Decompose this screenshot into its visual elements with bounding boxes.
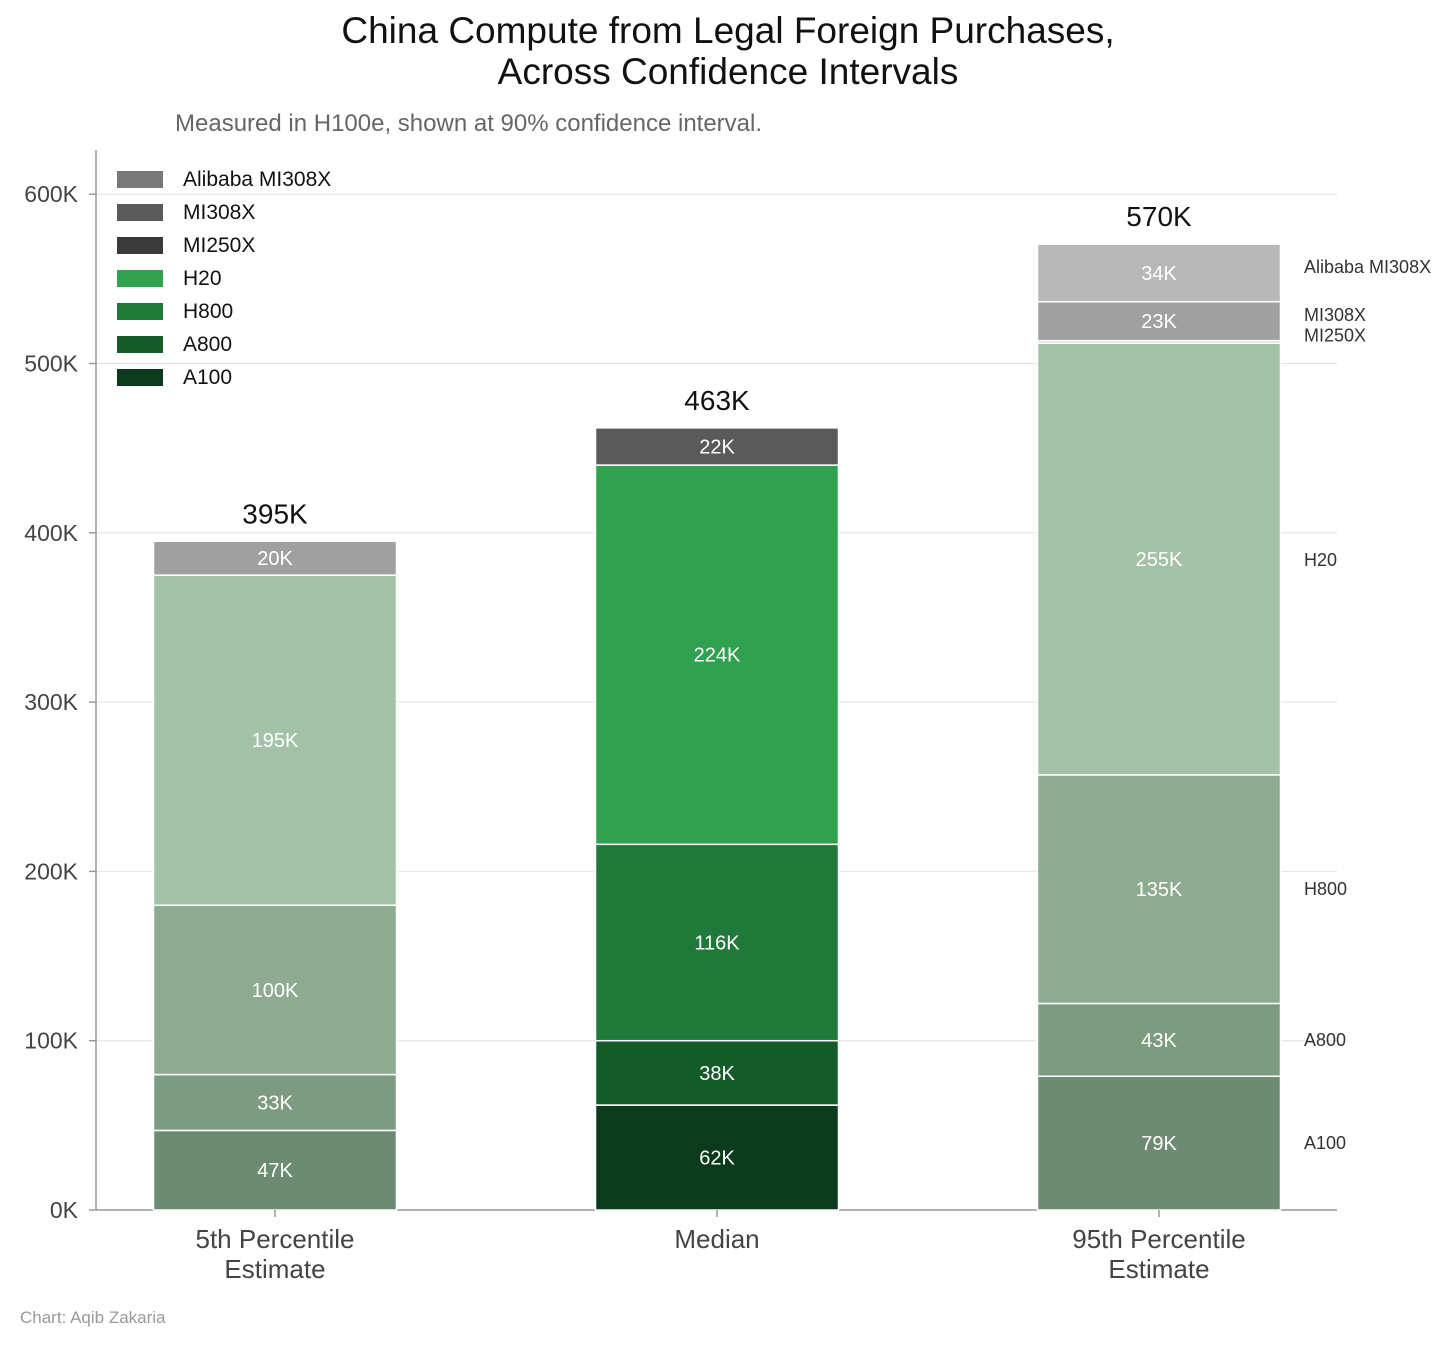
x-category-label: Median — [674, 1224, 759, 1254]
bar-segment — [1036, 1002, 1282, 1078]
legend-label: MI250X — [183, 234, 255, 257]
segment-value-label: 224K — [694, 645, 741, 667]
bar-segment — [1036, 300, 1282, 342]
bar-segment — [1036, 243, 1282, 303]
bar-total-label: 395K — [242, 498, 308, 529]
chart-subtitle: Measured in H100e, shown at 90% confiden… — [175, 110, 763, 137]
chart-title: China Compute from Legal Foreign Purchas… — [0, 10, 1456, 92]
legend-label: MI308X — [183, 201, 255, 224]
bar-segment — [152, 574, 398, 907]
right-series-label: A100 — [1304, 1133, 1346, 1153]
bar-segment — [1036, 1075, 1282, 1211]
legend-label: A100 — [183, 366, 232, 389]
legend-label: H20 — [183, 267, 222, 290]
bar-segment — [152, 1073, 398, 1132]
y-tick-label: 600K — [24, 181, 78, 207]
x-category-label: 5th Percentile — [196, 1224, 355, 1254]
legend-swatch — [117, 204, 163, 221]
x-category-label: 95th Percentile — [1072, 1224, 1245, 1254]
bar-segment — [594, 843, 840, 1042]
legend-swatch — [117, 369, 163, 386]
legend-swatch — [117, 237, 163, 254]
segment-value-label: 195K — [252, 730, 299, 752]
x-category-label: Estimate — [1108, 1254, 1209, 1284]
bar-segment — [594, 464, 840, 846]
legend-swatch — [117, 171, 163, 188]
segment-value-label: 23K — [1141, 311, 1177, 333]
bar-total-label: 463K — [684, 385, 750, 416]
segment-value-label: 100K — [252, 980, 299, 1002]
chart-credit: Chart: Aqib Zakaria — [20, 1308, 166, 1327]
segment-value-label: 20K — [257, 548, 293, 570]
bar-total-label: 570K — [1126, 201, 1192, 232]
y-tick-label: 500K — [24, 351, 78, 377]
segment-value-label: 47K — [257, 1160, 293, 1182]
y-tick-label: 100K — [24, 1028, 78, 1054]
y-tick-label: 400K — [24, 520, 78, 546]
right-series-label: MI308X — [1304, 305, 1366, 325]
legend-label: A800 — [183, 333, 232, 356]
chart-title-line-2: Across Confidence Intervals — [497, 51, 959, 92]
chart-title-line-1: China Compute from Legal Foreign Purchas… — [341, 10, 1115, 51]
segment-value-label: 38K — [699, 1063, 735, 1085]
segment-value-label: 135K — [1136, 879, 1183, 901]
bar-segment — [594, 1039, 840, 1106]
legend-swatch — [117, 270, 163, 287]
segment-value-label: 116K — [694, 933, 740, 955]
bar-segment — [152, 540, 398, 576]
bar-segment — [1036, 342, 1282, 776]
segment-value-label: 34K — [1141, 263, 1177, 285]
y-tick-label: 200K — [24, 858, 78, 884]
x-category-label: Estimate — [224, 1254, 325, 1284]
bar-segment — [594, 427, 840, 466]
bar-segment — [152, 904, 398, 1076]
segment-value-label: 22K — [699, 436, 735, 458]
y-tick-label: 0K — [50, 1197, 79, 1223]
legend-swatch — [117, 303, 163, 320]
right-series-label: MI250X — [1304, 326, 1366, 346]
legend-label: H800 — [183, 300, 233, 323]
right-series-label: Alibaba MI308X — [1304, 257, 1431, 277]
legend-label: Alibaba MI308X — [183, 168, 331, 191]
y-tick-label: 300K — [24, 689, 78, 715]
segment-value-label: 62K — [699, 1148, 735, 1170]
segment-value-label: 79K — [1141, 1133, 1177, 1155]
right-series-label: H20 — [1304, 550, 1337, 570]
legend-swatch — [117, 336, 163, 353]
right-series-label: A800 — [1304, 1030, 1346, 1050]
bar-segment — [594, 1104, 840, 1211]
segment-value-label: 33K — [257, 1092, 293, 1114]
segment-value-label: 255K — [1136, 549, 1183, 571]
right-series-label: H800 — [1304, 879, 1347, 899]
segment-value-label: 43K — [1141, 1030, 1177, 1052]
bar-segment — [152, 1129, 398, 1211]
